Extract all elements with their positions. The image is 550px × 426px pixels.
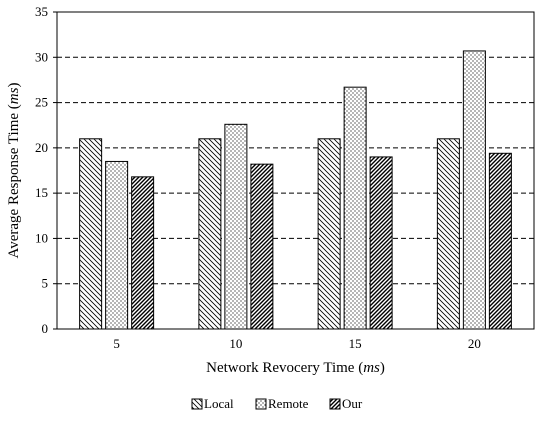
legend-swatch: [191, 398, 203, 410]
legend-swatch: [255, 398, 267, 410]
bar-our-5: [131, 176, 155, 330]
x-tick-label: 5: [113, 336, 120, 351]
y-tick-label: 5: [42, 276, 49, 291]
y-tick-label: 15: [35, 185, 48, 200]
bar-our-20: [488, 152, 512, 330]
bar-remote-5: [105, 160, 129, 330]
y-tick-label: 35: [35, 4, 48, 19]
x-tick-label: 20: [468, 336, 481, 351]
x-axis-ticks: 5 10 15 20: [113, 336, 481, 351]
bar-local-20: [436, 138, 460, 330]
y-tick-label: 0: [42, 321, 49, 336]
y-axis-ticks: 0 5 10 15 20 25 30 35: [35, 4, 57, 336]
grid-lines: [57, 56, 534, 285]
x-tick-label: 10: [229, 336, 242, 351]
legend-swatch: [329, 398, 341, 410]
x-axis-label: Network Revocery Time (ms): [206, 360, 385, 376]
bar-remote-10: [224, 123, 248, 330]
y-tick-label: 10: [35, 230, 48, 245]
bar-local-15: [317, 138, 341, 330]
y-tick-label: 25: [35, 95, 48, 110]
legend-label: Remote: [268, 396, 309, 411]
bar-our-15: [369, 156, 393, 330]
y-tick-label: 20: [35, 140, 48, 155]
legend: Local Remote Our: [191, 396, 363, 411]
bar-remote-20: [462, 50, 486, 330]
legend-item-local: Local: [191, 396, 234, 411]
bars: [79, 50, 512, 330]
x-tick-label: 15: [349, 336, 362, 351]
bar-local-5: [79, 138, 103, 330]
bar-local-10: [198, 138, 222, 330]
bar-our-10: [250, 163, 274, 330]
legend-item-our: Our: [329, 396, 363, 411]
plot-frame: [56, 11, 535, 330]
legend-label: Our: [342, 396, 363, 411]
bar-remote-15: [343, 86, 367, 330]
y-tick-label: 30: [35, 49, 48, 64]
legend-label: Local: [204, 396, 234, 411]
legend-item-remote: Remote: [255, 396, 309, 411]
y-axis-label: Average Response Time (ms): [6, 83, 22, 259]
